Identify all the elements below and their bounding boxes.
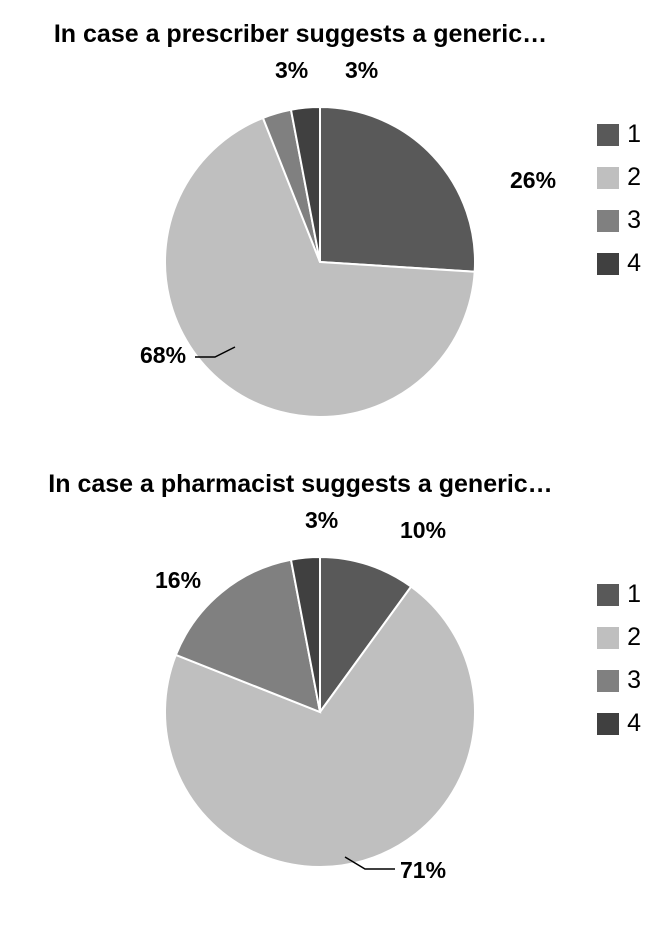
legend-item-3: 3	[597, 206, 641, 235]
legend-swatch-2b	[597, 627, 619, 649]
legend-label-2b: 2	[627, 623, 641, 652]
legend-item-1: 1	[597, 120, 641, 149]
legend-swatch-4b	[597, 713, 619, 735]
label-3pct: 3%	[305, 507, 338, 534]
legend-label-4b: 4	[627, 709, 641, 738]
pie-slice	[320, 107, 475, 272]
label-3pct-b: 3%	[345, 57, 378, 84]
legend-item-4b: 4	[597, 709, 641, 738]
legend-label-1: 1	[627, 120, 641, 149]
label-26pct: 26%	[510, 167, 556, 194]
label-68pct: 68%	[140, 342, 186, 369]
legend-swatch-1	[597, 124, 619, 146]
pharmacist-legend: 1 2 3 4	[597, 580, 641, 752]
chart-title-prescriber: In case a prescriber suggests a generic…	[0, 20, 661, 49]
legend-label-3: 3	[627, 206, 641, 235]
legend-label-4: 4	[627, 249, 641, 278]
legend-label-2: 2	[627, 163, 641, 192]
label-10pct: 10%	[400, 517, 446, 544]
legend-item-2b: 2	[597, 623, 641, 652]
pharmacist-pie: 10% 71% 16% 3%	[120, 517, 520, 917]
prescriber-pie-svg	[120, 67, 520, 447]
prescriber-legend: 1 2 3 4	[597, 120, 641, 292]
label-16pct: 16%	[155, 567, 201, 594]
legend-swatch-3b	[597, 670, 619, 692]
legend-item-2: 2	[597, 163, 641, 192]
legend-item-1b: 1	[597, 580, 641, 609]
chart-title-pharmacist: In case a pharmacist suggests a generic…	[0, 470, 661, 499]
legend-swatch-3	[597, 210, 619, 232]
label-71pct: 71%	[400, 857, 446, 884]
prescriber-chart-block: In case a prescriber suggests a generic……	[0, 0, 661, 470]
legend-swatch-1b	[597, 584, 619, 606]
legend-item-3b: 3	[597, 666, 641, 695]
legend-item-4: 4	[597, 249, 641, 278]
legend-swatch-4	[597, 253, 619, 275]
pharmacist-chart-block: In case a pharmacist suggests a generic……	[0, 470, 661, 930]
legend-label-3b: 3	[627, 666, 641, 695]
label-3pct-a: 3%	[275, 57, 308, 84]
legend-swatch-2	[597, 167, 619, 189]
legend-label-1b: 1	[627, 580, 641, 609]
prescriber-pie: 26% 68% 3% 3%	[120, 67, 520, 447]
